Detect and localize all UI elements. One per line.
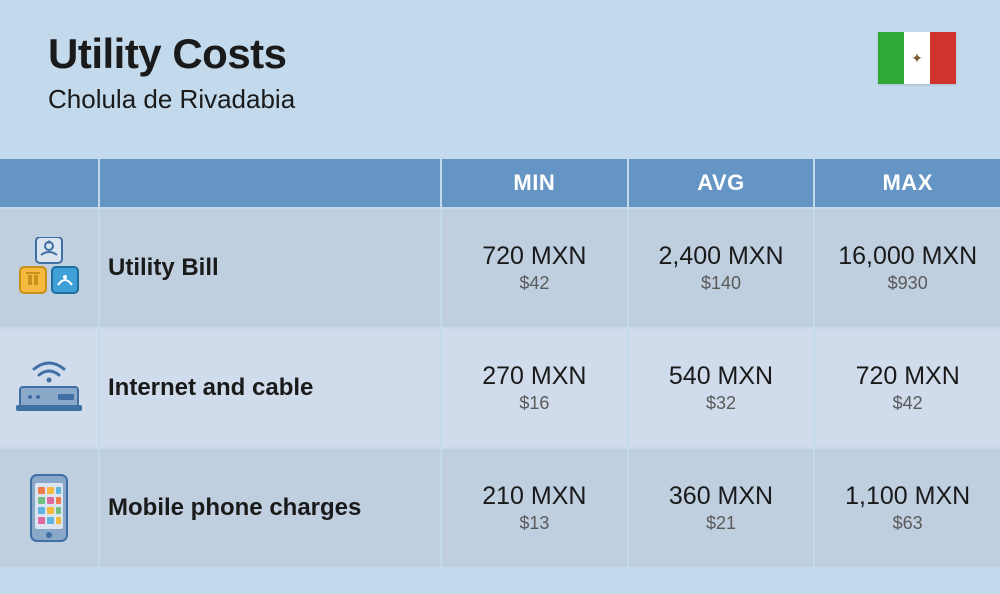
row-label: Utility Bill: [100, 209, 440, 327]
row-label: Mobile phone charges: [100, 449, 440, 567]
col-header-max: MAX: [815, 159, 1000, 207]
table-row: Mobile phone charges 210 MXN $13 360 MXN…: [0, 449, 1000, 567]
cell-min: 270 MXN $16: [442, 329, 627, 447]
cell-max: 1,100 MXN $63: [815, 449, 1000, 567]
mxn-value: 720 MXN: [482, 242, 586, 271]
col-header-label: [100, 159, 440, 207]
mxn-value: 720 MXN: [856, 362, 960, 391]
mxn-value: 2,400 MXN: [658, 242, 783, 271]
page-title: Utility Costs: [48, 30, 952, 78]
col-header-min: MIN: [442, 159, 627, 207]
row-icon-cell: [0, 329, 98, 447]
phone-icon: [27, 473, 71, 543]
usd-value: $140: [701, 273, 741, 294]
mexico-flag-icon: ✦: [878, 32, 956, 84]
table-row: Internet and cable 270 MXN $16 540 MXN $…: [0, 329, 1000, 447]
usd-value: $32: [706, 393, 736, 414]
usd-value: $63: [893, 513, 923, 534]
cell-min: 720 MXN $42: [442, 209, 627, 327]
col-header-avg: AVG: [629, 159, 814, 207]
cell-avg: 360 MXN $21: [629, 449, 814, 567]
mxn-value: 270 MXN: [482, 362, 586, 391]
header: Utility Costs Cholula de Rivadabia ✦: [0, 0, 1000, 139]
costs-table: MIN AVG MAX: [0, 159, 1000, 567]
utility-icon: [16, 237, 82, 299]
usd-value: $13: [519, 513, 549, 534]
mxn-value: 540 MXN: [669, 362, 773, 391]
usd-value: $21: [706, 513, 736, 534]
row-label: Internet and cable: [100, 329, 440, 447]
mxn-value: 360 MXN: [669, 482, 773, 511]
row-icon-cell: [0, 209, 98, 327]
table-header: MIN AVG MAX: [0, 159, 1000, 207]
mxn-value: 1,100 MXN: [845, 482, 970, 511]
col-header-icon: [0, 159, 98, 207]
cell-max: 720 MXN $42: [815, 329, 1000, 447]
router-icon: [14, 357, 84, 419]
cell-avg: 540 MXN $32: [629, 329, 814, 447]
page-subtitle: Cholula de Rivadabia: [48, 84, 952, 115]
cell-min: 210 MXN $13: [442, 449, 627, 567]
cell-avg: 2,400 MXN $140: [629, 209, 814, 327]
usd-value: $42: [519, 273, 549, 294]
cell-max: 16,000 MXN $930: [815, 209, 1000, 327]
usd-value: $930: [888, 273, 928, 294]
table-row: Utility Bill 720 MXN $42 2,400 MXN $140 …: [0, 209, 1000, 327]
mxn-value: 210 MXN: [482, 482, 586, 511]
usd-value: $16: [519, 393, 549, 414]
mxn-value: 16,000 MXN: [838, 242, 977, 271]
usd-value: $42: [893, 393, 923, 414]
row-icon-cell: [0, 449, 98, 567]
